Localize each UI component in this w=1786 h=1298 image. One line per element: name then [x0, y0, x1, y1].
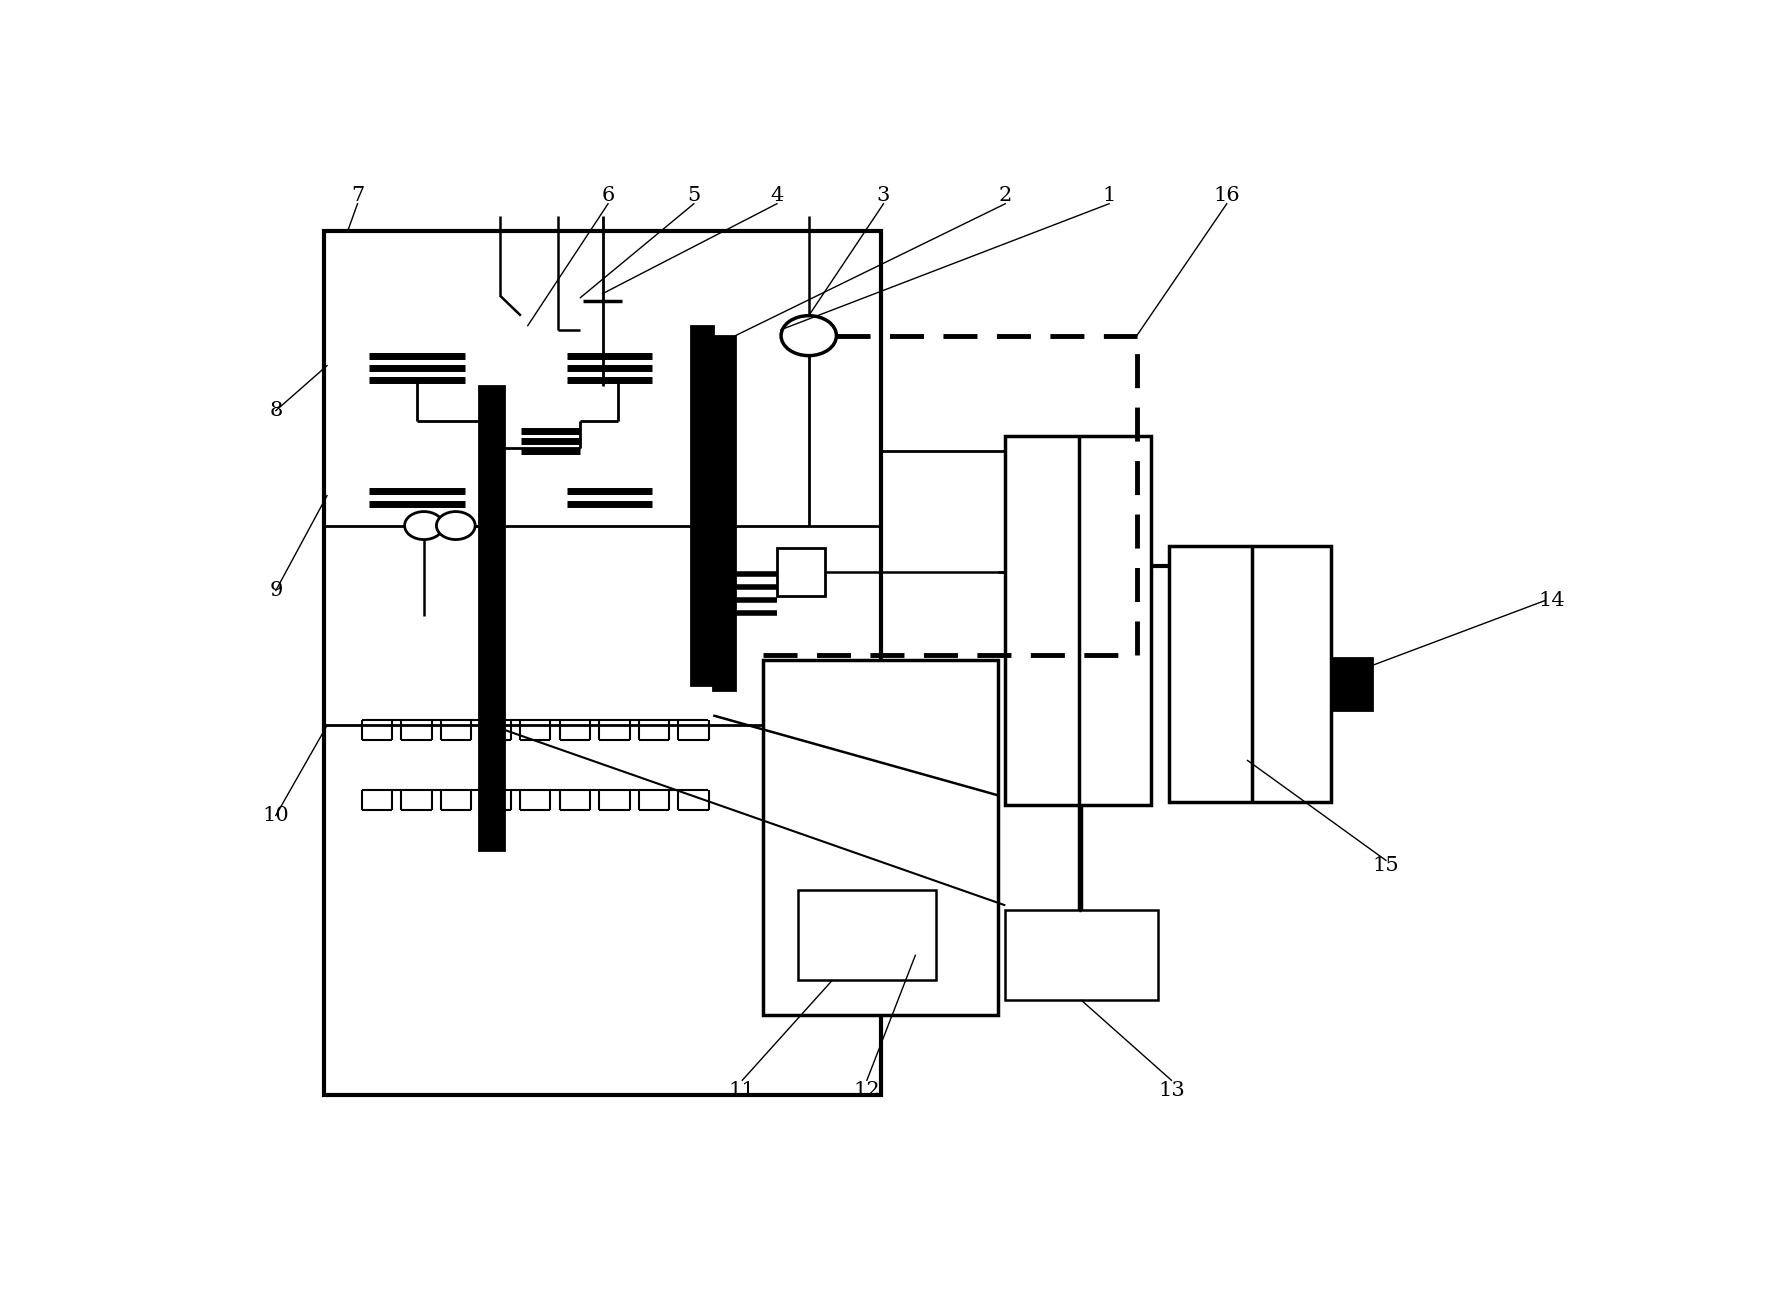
Circle shape — [436, 511, 475, 540]
Bar — [1006, 436, 1150, 805]
Bar — [798, 890, 936, 980]
Text: 4: 4 — [770, 186, 784, 205]
Circle shape — [780, 315, 836, 356]
Bar — [713, 336, 736, 691]
Text: 16: 16 — [1213, 186, 1239, 205]
Bar — [325, 231, 880, 1096]
Text: 12: 12 — [854, 1081, 880, 1099]
Bar — [1168, 545, 1331, 802]
Circle shape — [405, 511, 443, 540]
Text: 14: 14 — [1540, 591, 1565, 610]
Text: 2: 2 — [998, 186, 1013, 205]
Text: 5: 5 — [688, 186, 700, 205]
Text: 3: 3 — [877, 186, 889, 205]
Text: 7: 7 — [350, 186, 364, 205]
Bar — [1331, 658, 1372, 710]
Text: 1: 1 — [1102, 186, 1116, 205]
Text: 9: 9 — [270, 582, 282, 600]
Bar — [691, 326, 713, 685]
Text: 15: 15 — [1373, 855, 1398, 875]
Bar — [1006, 910, 1157, 1001]
Bar — [777, 548, 825, 596]
Text: 13: 13 — [1157, 1081, 1184, 1099]
Bar — [763, 661, 998, 1015]
Text: 11: 11 — [729, 1081, 755, 1099]
Text: 8: 8 — [270, 401, 282, 421]
Bar — [479, 386, 504, 850]
Text: 10: 10 — [263, 806, 289, 826]
Text: 6: 6 — [602, 186, 614, 205]
